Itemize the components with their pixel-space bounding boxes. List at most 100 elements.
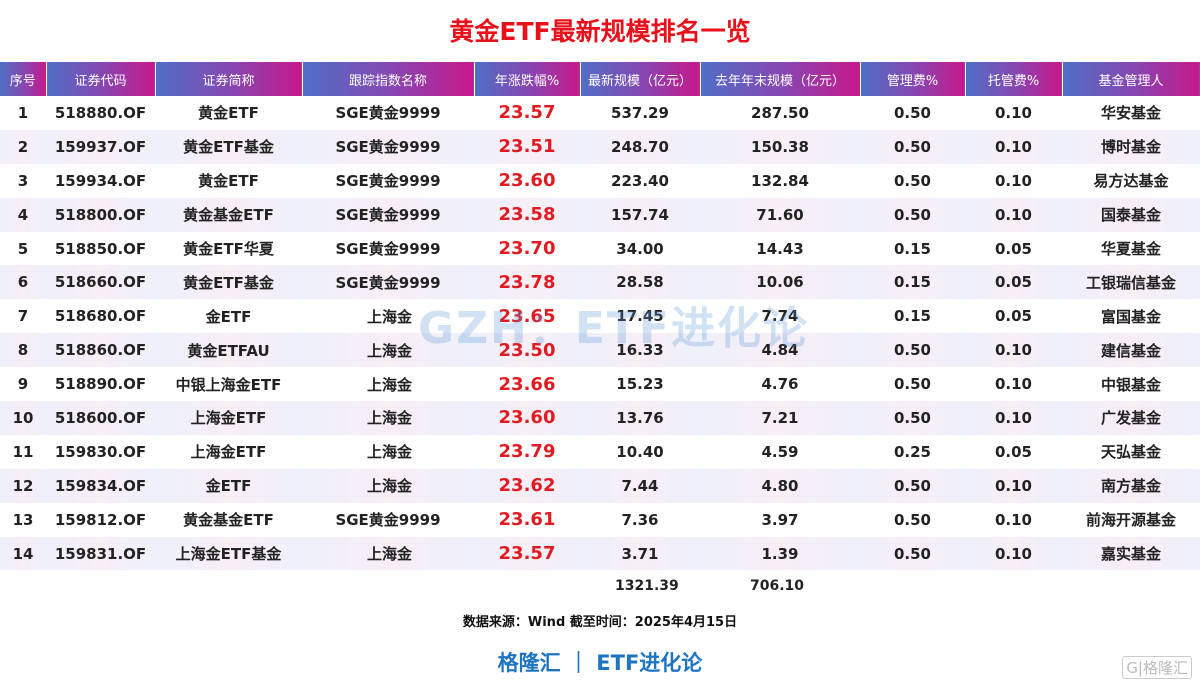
table-row: 6 518660.OF 黄金ETF基金 SGE黄金9999 23.78 28.58 10.0… (0, 265, 1200, 300)
cell-code: 518680.OF (54, 307, 147, 326)
cell-custody-fee: 0.05 (994, 307, 1032, 326)
cell-last-year-size: 3.97 (761, 510, 799, 529)
cell-manager: 嘉实基金 (1062, 536, 1200, 571)
cell-latest-size: 157.74 (580, 197, 700, 232)
cell-code: 518660.OF (46, 265, 155, 300)
table-row: 5 518850.OF 黄金ETF华夏 SGE黄金9999 23.70 34.00 14.4… (0, 232, 1200, 266)
cell-last-year-size: 14.43 (756, 239, 804, 258)
column-header: 管理费% (860, 62, 966, 96)
cell-rank: 5 (17, 239, 29, 258)
cell-change: 23.62 (474, 468, 580, 503)
cell-custody-fee: 0.10 (965, 401, 1062, 435)
cell-rank: 4 (0, 197, 46, 232)
cell-custody-fee: 0.10 (994, 103, 1032, 122)
cell-rank: 14 (0, 536, 46, 571)
cell-code: 159937.OF (46, 129, 155, 164)
cell-index: 上海金 (302, 536, 474, 571)
cell-last-year-size: 4.76 (761, 375, 799, 394)
cell-manager: 博时基金 (1062, 129, 1200, 164)
table-row: 9 518890.OF 中银上海金ETF 上海金 23.66 15.23 4.76 0.50 0… (0, 367, 1200, 401)
cell-last-year-size: 4.59 (761, 442, 799, 461)
cell-rank: 2 (0, 129, 46, 164)
cell-latest-size: 223.40 (611, 171, 669, 190)
cell-index: 上海金 (366, 375, 412, 394)
table-row: 7 518680.OF 金ETF 上海金 23.65 17.45 7.74 0.15 0.05 富… (0, 299, 1200, 333)
cell-latest-size: 16.33 (580, 333, 700, 368)
cell-manager: 工银瑞信基金 (1062, 265, 1200, 300)
table-row: 1 518880.OF 黄金ETF SGE黄金9999 23.57 537.29 287.5… (0, 96, 1200, 130)
cell-name: 黄金ETFAU (155, 333, 302, 368)
cell-index: 上海金 (366, 307, 412, 326)
cell-rank: 3 (17, 171, 29, 190)
cell-latest-size: 7.44 (580, 468, 700, 503)
cell-mgmt-fee: 0.15 (860, 265, 965, 300)
cell-last-year-size: 7.21 (700, 401, 860, 435)
cell-name: 黄金ETF (198, 104, 259, 123)
cell-index: SGE黄金9999 (302, 265, 474, 300)
data-source: 数据来源：Wind 截至时间：2025年4月15日 (462, 615, 738, 630)
cell-index: 上海金 (302, 333, 474, 368)
cell-change: 23.66 (498, 373, 556, 395)
cell-change: 23.57 (498, 102, 556, 124)
cell-custody-fee: 0.10 (965, 197, 1062, 232)
cell-manager: 广发基金 (1062, 401, 1200, 435)
cell-custody-fee: 0.10 (965, 468, 1062, 503)
cell-code: 518800.OF (46, 197, 155, 232)
cell-rank: 12 (0, 468, 46, 503)
cell-latest-size: 7.36 (621, 510, 659, 529)
table-row: 12 159834.OF 金ETF 上海金 23.62 7.44 4.80 0.50 0.10 南… (0, 468, 1200, 503)
cell-change: 23.60 (474, 401, 580, 435)
column-header: 最新规模（亿元） (580, 62, 701, 96)
column-header: 证券简称 (155, 62, 303, 96)
cell-index: SGE黄金9999 (302, 129, 474, 164)
cell-manager: 国泰基金 (1062, 197, 1200, 232)
cell-latest-size: 17.45 (616, 307, 664, 326)
cell-custody-fee: 0.05 (994, 239, 1032, 258)
column-header: 证券代码 (46, 62, 156, 96)
cell-manager: 前海开源基金 (1085, 511, 1176, 530)
cell-code: 159830.OF (54, 442, 147, 461)
cell-mgmt-fee: 0.50 (893, 171, 931, 190)
column-header: 基金管理人 (1062, 62, 1200, 96)
cell-custody-fee: 0.10 (965, 536, 1062, 571)
cell-rank: 1 (17, 103, 29, 122)
cell-rank: 9 (17, 375, 29, 394)
cell-code: 518600.OF (46, 401, 155, 435)
cell-rank: 7 (17, 307, 29, 326)
cell-latest-size: 15.23 (616, 375, 664, 394)
cell-name: 黄金基金ETF (155, 197, 302, 232)
cell-code: 159934.OF (54, 171, 147, 190)
cell-change: 23.58 (474, 197, 580, 232)
cell-name: 黄金ETF基金 (155, 129, 302, 164)
cell-name: 金ETF (205, 307, 252, 326)
cell-latest-size: 3.71 (580, 536, 700, 571)
cell-last-year-size: 132.84 (751, 171, 809, 190)
column-header: 托管费% (965, 62, 1063, 96)
cell-change: 23.57 (474, 536, 580, 571)
cell-rank: 10 (0, 401, 46, 435)
cell-name: 黄金基金ETF (183, 511, 274, 530)
cell-latest-size: 28.58 (580, 265, 700, 300)
cell-mgmt-fee: 0.50 (860, 401, 965, 435)
cell-last-year-size: 7.74 (761, 307, 799, 326)
cell-mgmt-fee: 0.50 (893, 103, 931, 122)
gelonghui-logo: G|格隆汇 (1122, 656, 1192, 679)
cell-last-year-size: 150.38 (700, 129, 860, 164)
cell-custody-fee: 0.10 (965, 333, 1062, 368)
cell-name: 上海金ETF基金 (155, 536, 302, 571)
cell-code: 518850.OF (54, 239, 147, 258)
cell-change: 23.51 (474, 129, 580, 164)
cell-index: SGE黄金9999 (335, 511, 441, 530)
cell-manager: 华安基金 (1100, 104, 1161, 123)
table-row: 14 159831.OF 上海金ETF基金 上海金 23.57 3.71 1.39 0.50 0… (0, 536, 1200, 571)
cell-custody-fee: 0.10 (994, 171, 1032, 190)
cell-last-year-size: 10.06 (700, 265, 860, 300)
cell-change: 23.79 (498, 441, 556, 463)
table-row: 8 518860.OF 黄金ETFAU 上海金 23.50 16.33 4.84 0.50 0.… (0, 333, 1200, 368)
cell-latest-size: 248.70 (580, 129, 700, 164)
total-last-year: 706.10 (750, 578, 805, 594)
table-row: 10 518600.OF 上海金ETF 上海金 23.60 13.76 7.21 0.50 0.… (0, 401, 1200, 435)
cell-index: 上海金 (366, 443, 412, 462)
cell-code: 518880.OF (54, 103, 147, 122)
cell-latest-size: 537.29 (611, 103, 669, 122)
